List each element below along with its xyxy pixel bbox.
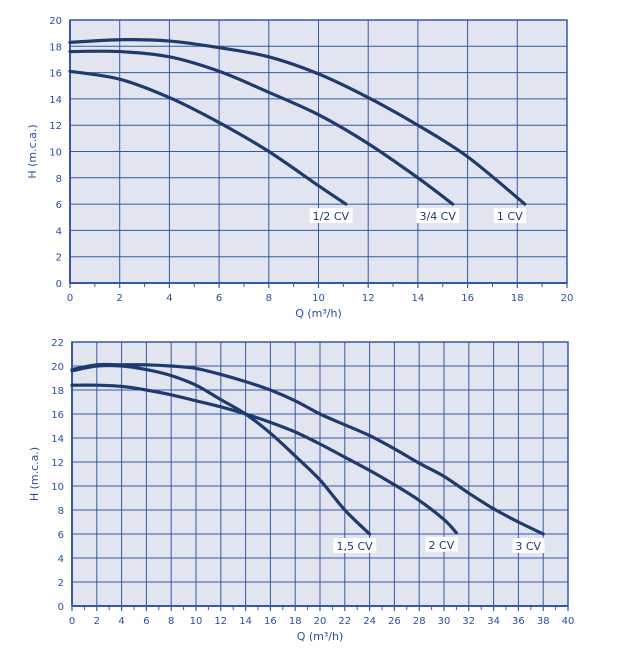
x-tick-label: 24 <box>363 616 376 627</box>
x-tick-label: 34 <box>487 616 500 627</box>
x-tick-label: 16 <box>264 616 277 627</box>
x-tick-label: 14 <box>239 616 252 627</box>
curve-label-text: 3 CV <box>515 540 541 553</box>
x-tick-label: 26 <box>388 616 401 627</box>
curve-label-background <box>512 538 545 553</box>
curve-label: 3/4 CV <box>416 208 460 224</box>
chart-2: 0 2 4 6 8 10 12 14 16 18 20 22 24 26 28 30 32 34 36 38 40024… <box>28 338 574 643</box>
curve-line <box>68 38 527 206</box>
x-axis-label: Q (m³/h) <box>297 630 344 643</box>
x-tick-label: 28 <box>413 616 426 627</box>
x-tick-label: 0 <box>69 616 75 627</box>
x-tick-label: 40 <box>562 616 575 627</box>
y-tick-label: 22 <box>51 338 64 349</box>
curve-label-background <box>416 208 460 224</box>
x-axis-label: Q (m³/h) <box>295 307 342 320</box>
y-tick-label: 14 <box>49 95 62 106</box>
x-tick-label: 0 <box>67 293 73 304</box>
x-tick-label: 8 <box>168 616 174 627</box>
x-tick-label: 20 <box>561 293 574 304</box>
x-tick-label: 36 <box>512 616 525 627</box>
y-axis-label: H (m.c.a.) <box>26 124 39 178</box>
y-tick-label: 18 <box>51 386 64 397</box>
y-tick-label: 14 <box>51 434 64 445</box>
curve-line <box>68 49 455 206</box>
x-tick-label: 18 <box>289 616 302 627</box>
x-tick-label: 6 <box>216 293 222 304</box>
y-tick-label: 20 <box>49 16 62 27</box>
curve-label-background <box>309 208 353 224</box>
y-tick-label: 12 <box>49 121 62 132</box>
curve-label-background <box>493 208 527 224</box>
x-tick-label: 12 <box>362 293 375 304</box>
x-tick-label: 12 <box>214 616 227 627</box>
y-tick-label: 12 <box>51 458 64 469</box>
curve-line <box>70 383 458 535</box>
x-tick-label: 10 <box>190 616 203 627</box>
y-tick-label: 2 <box>56 253 62 264</box>
y-tick-label: 6 <box>56 200 62 211</box>
y-tick-label: 16 <box>49 69 62 80</box>
x-tick-label: 8 <box>266 293 272 304</box>
x-tick-label: 2 <box>117 293 123 304</box>
curve-label-background <box>333 538 377 553</box>
curve-label-text: 1,5 CV <box>336 540 373 553</box>
y-tick-label: 0 <box>56 279 62 290</box>
y-tick-label: 4 <box>56 226 62 237</box>
x-tick-label: 4 <box>166 293 172 304</box>
curve-label-background <box>425 536 458 552</box>
x-tick-label: 32 <box>462 616 475 627</box>
y-tick-label: 2 <box>58 578 64 589</box>
y-tick-label: 18 <box>49 42 62 53</box>
x-tick-label: 6 <box>143 616 149 627</box>
y-tick-label: 8 <box>58 506 64 517</box>
y-tick-label: 20 <box>51 362 64 373</box>
x-tick-label: 38 <box>537 616 550 627</box>
x-tick-label: 14 <box>412 293 425 304</box>
y-tick-label: 16 <box>51 410 64 421</box>
y-tick-label: 8 <box>56 174 62 185</box>
curve-line <box>70 362 545 536</box>
curve-label-text: 1 CV <box>497 210 523 223</box>
x-tick-label: 20 <box>314 616 327 627</box>
x-tick-label: 18 <box>511 293 524 304</box>
curve-label: 1 CV <box>493 208 527 224</box>
curve-label-text: 2 CV <box>429 539 455 552</box>
curve-label-text: 1/2 CV <box>313 210 350 223</box>
x-tick-label: 16 <box>461 293 474 304</box>
curve-label: 1,5 CV <box>333 538 377 553</box>
curve-label: 3 CV <box>512 538 545 553</box>
y-tick-label: 10 <box>51 482 64 493</box>
x-tick-label: 4 <box>118 616 124 627</box>
y-tick-label: 4 <box>58 554 64 565</box>
x-tick-label: 30 <box>438 616 451 627</box>
y-axis-label: H (m.c.a.) <box>28 447 41 501</box>
curve-label-text: 3/4 CV <box>419 210 456 223</box>
y-tick-label: 10 <box>49 148 62 159</box>
x-tick-label: 22 <box>338 616 351 627</box>
x-tick-label: 2 <box>94 616 100 627</box>
curve-label: 1/2 CV <box>309 208 353 224</box>
y-tick-label: 6 <box>58 530 64 541</box>
y-tick-label: 0 <box>58 602 64 613</box>
x-tick-label: 10 <box>312 293 325 304</box>
curve-line <box>68 69 348 206</box>
chart-1: 0 2 4 6 8 10 12 14 16 18 20 0 2 4 6 8 10 12 14 16 18 20 Q (m³/… <box>26 16 573 320</box>
curve-label: 2 CV <box>425 536 458 552</box>
